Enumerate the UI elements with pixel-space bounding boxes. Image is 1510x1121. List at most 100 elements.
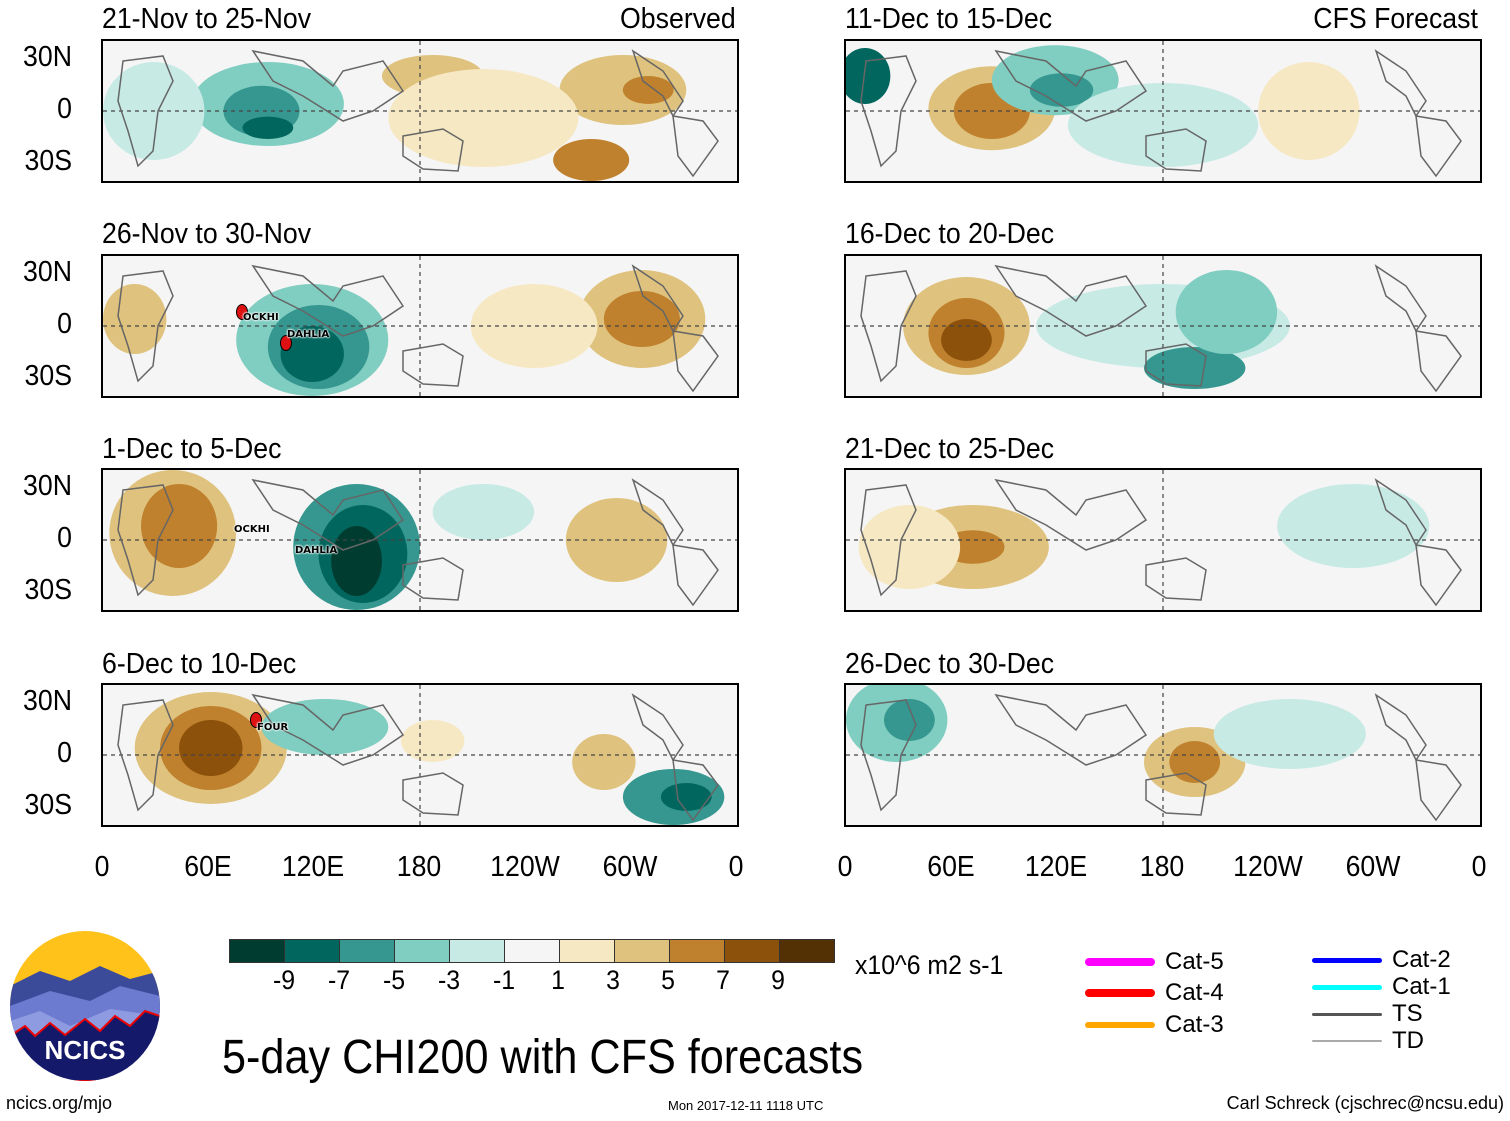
anomaly-contour <box>603 291 680 347</box>
coastline <box>1415 759 1462 822</box>
anomaly-contour <box>846 48 891 104</box>
colorbar-tick-label: -1 <box>492 965 515 995</box>
storm-marker-ockhi <box>236 304 248 320</box>
units-label: x10^6 m2 s-1 <box>855 950 1004 980</box>
y-tick-label: 30S <box>24 574 72 606</box>
map-panel-1dec <box>101 468 739 612</box>
coastline <box>1145 343 1207 387</box>
panel-title-21nov: 21-Nov to 25-Nov <box>102 3 312 35</box>
colorbar-swatch <box>505 940 560 962</box>
coastline <box>860 699 917 812</box>
coastline <box>117 699 174 812</box>
anomaly-contour <box>280 326 344 382</box>
panel-title-11dec: 11-Dec to 15-Dec <box>845 3 1053 35</box>
anomaly-contour <box>572 734 636 790</box>
coastline <box>402 343 464 387</box>
colorbar-tick-label: -5 <box>382 965 405 995</box>
legend-line-swatch <box>1085 989 1155 997</box>
y-tick-label: 30N <box>23 41 72 73</box>
anomaly-contour <box>858 505 961 589</box>
colorbar-swatch <box>450 940 505 962</box>
panel-title-1dec: 1-Dec to 5-Dec <box>102 433 282 465</box>
main-title: 5-day CHI200 with CFS forecasts <box>222 1031 864 1084</box>
anomaly-contour <box>179 720 243 776</box>
x-tick-label: 120W <box>1232 851 1303 883</box>
anomaly-contour <box>1213 699 1366 769</box>
legend-line-swatch <box>1085 958 1155 966</box>
anomaly-contour <box>1029 73 1094 107</box>
coastline <box>402 557 464 601</box>
legend-item-cat-4: Cat-4 <box>1085 979 1224 1007</box>
colorbar-tick-label: 5 <box>661 965 676 995</box>
x-tick-label: 180 <box>396 851 442 883</box>
x-tick-label: 0 <box>837 851 853 883</box>
coastline <box>994 693 1148 766</box>
colorbar-tick-label: 3 <box>606 965 621 995</box>
source-url[interactable]: ncics.org/mjo <box>6 1093 113 1113</box>
y-tick-label: 30S <box>24 360 72 392</box>
anomaly-contour <box>261 699 389 755</box>
coastline <box>1145 772 1207 816</box>
anomaly-contour <box>1277 484 1430 568</box>
anomaly-contour <box>388 69 579 167</box>
legend-label: Cat-1 <box>1392 973 1451 1000</box>
colorbar-tick-label: -7 <box>327 965 350 995</box>
legend-line-swatch <box>1085 1022 1155 1028</box>
coastline <box>402 128 464 172</box>
x-tick-label: 120E <box>282 851 345 883</box>
map-panel-16dec <box>844 254 1482 398</box>
coastline <box>994 49 1148 122</box>
legend-item-td: TD <box>1312 1027 1424 1055</box>
storm-marker-four <box>250 712 262 728</box>
storm-label-ockhi-2: OCKHI <box>234 524 270 535</box>
coastline <box>1145 557 1207 601</box>
legend-line-swatch <box>1312 984 1382 990</box>
coastline <box>251 264 405 337</box>
map-panel-26nov <box>101 254 739 398</box>
timestamp: Mon 2017-12-11 1118 UTC <box>668 1098 824 1113</box>
map-panel-21dec <box>844 468 1482 612</box>
colorbar-tick-label: 9 <box>771 965 785 995</box>
map-panel-26dec <box>844 683 1482 827</box>
coastline <box>860 484 917 597</box>
anomaly-contour <box>1169 741 1221 783</box>
colorbar-swatch <box>560 940 615 962</box>
anomaly-contour <box>660 783 712 811</box>
coastline <box>251 693 405 766</box>
colorbar-swatch <box>615 940 670 962</box>
x-tick-label: 180 <box>1139 851 1185 883</box>
storm-label-four: FOUR <box>257 722 289 733</box>
legend-line-swatch <box>1312 1012 1382 1016</box>
anomaly-contour <box>884 699 935 741</box>
coastline <box>402 772 464 816</box>
x-tick-label: 120E <box>1025 851 1088 883</box>
legend-item-cat-1: Cat-1 <box>1312 973 1451 1001</box>
anomaly-contour <box>400 720 465 762</box>
x-tick-label: 60W <box>602 851 658 883</box>
anomaly-contour <box>553 139 630 181</box>
coastline <box>1145 128 1207 172</box>
y-tick-label: 0 <box>57 522 72 554</box>
y-tick-label: 30S <box>24 789 72 821</box>
coastline <box>672 330 719 393</box>
anomaly-contour <box>1143 347 1246 389</box>
panel-title-16dec: 16-Dec to 20-Dec <box>845 218 1055 250</box>
colorbar-swatch <box>230 940 285 962</box>
anomaly-contour <box>103 284 167 354</box>
legend-item-ts: TS <box>1312 1000 1423 1028</box>
coastline <box>860 55 917 168</box>
legend-label: Cat-2 <box>1392 946 1451 973</box>
legend-line-swatch <box>1312 957 1382 963</box>
y-tick-label: 0 <box>57 308 72 340</box>
observed-label: Observed <box>620 3 736 35</box>
coastline <box>672 759 719 822</box>
x-tick-label: 0 <box>728 851 744 883</box>
colorbar-tick-label: -9 <box>272 965 295 995</box>
legend-label: TS <box>1392 1000 1423 1027</box>
anomaly-contour <box>432 484 535 540</box>
coastline <box>251 478 405 551</box>
anomaly-contour <box>470 284 598 368</box>
colorbar-swatch <box>285 940 340 962</box>
x-tick-label: 120W <box>489 851 560 883</box>
legend-label: Cat-4 <box>1165 979 1224 1006</box>
